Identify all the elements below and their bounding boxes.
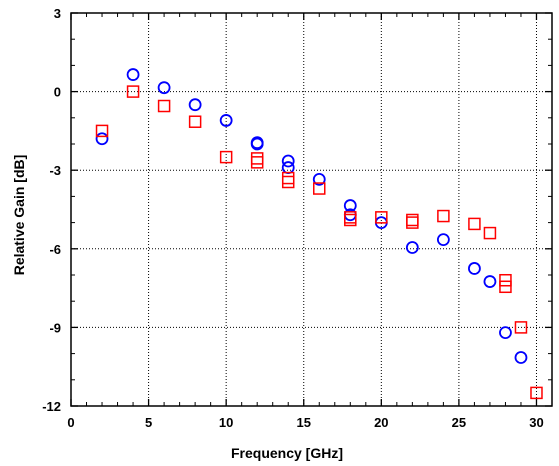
data-point-circle: [405, 241, 419, 254]
x-axis-title: Frequency [GHz]: [231, 445, 343, 461]
data-point-circle: [312, 172, 326, 186]
y-tick-label: 3: [54, 6, 61, 21]
data-point-circle: [219, 114, 233, 127]
data-point-square: [126, 85, 140, 98]
data-point-circle: [157, 81, 171, 95]
y-axis-title: Relative Gain [dB]: [11, 155, 27, 276]
data-point-square: [499, 280, 512, 294]
x-tick-label: 30: [529, 415, 543, 430]
data-point-circle: [343, 199, 357, 212]
data-point-circle: [188, 98, 202, 112]
data-point-circle: [250, 137, 264, 151]
data-point-circle: [514, 351, 528, 364]
data-point-square: [95, 124, 109, 138]
data-point-circle: [95, 132, 109, 146]
data-point-square: [514, 321, 528, 334]
data-point-circle: [126, 68, 140, 81]
data-point-circle: [436, 233, 450, 247]
data-point-circle: [483, 275, 497, 288]
y-tick-label: -3: [49, 163, 61, 178]
data-point-square: [250, 152, 264, 165]
data-point-square: [499, 273, 512, 287]
data-point-square: [219, 150, 233, 164]
grid-lines: [71, 13, 552, 406]
x-tick-label: 15: [297, 415, 311, 430]
data-point-square: [483, 226, 497, 240]
data-point-square: [250, 156, 264, 169]
data-point-square: [406, 213, 419, 227]
data-point-circle: [281, 161, 295, 174]
data-point-square: [313, 182, 326, 195]
data-point-square: [437, 209, 450, 223]
data-point-circle: [281, 154, 295, 168]
y-tick-label: -6: [49, 242, 61, 257]
y-tick-label: -9: [49, 320, 61, 335]
data-point-square: [344, 213, 357, 227]
data-point-square: [157, 99, 171, 113]
data-point-square: [281, 171, 295, 185]
data-point-square: [375, 211, 388, 224]
plot-frame: [70, 12, 553, 407]
data-point-square: [406, 216, 419, 229]
y-tick-label: 0: [54, 85, 61, 100]
x-tick-label: 25: [452, 415, 466, 430]
data-point-circle: [499, 326, 512, 340]
axis-ticks: [70, 12, 553, 407]
data-point-square: [188, 115, 202, 128]
data-point-circle: [468, 262, 481, 275]
data-markers: [95, 68, 543, 400]
x-tick-label: 0: [67, 415, 74, 430]
data-point-square: [468, 217, 481, 231]
x-tick-label: 20: [374, 415, 388, 430]
data-point-square: [281, 175, 295, 189]
x-tick-label: 10: [219, 415, 233, 430]
y-tick-label: -12: [42, 399, 61, 414]
data-point-square: [530, 386, 543, 400]
x-tick-label: 5: [145, 415, 152, 430]
